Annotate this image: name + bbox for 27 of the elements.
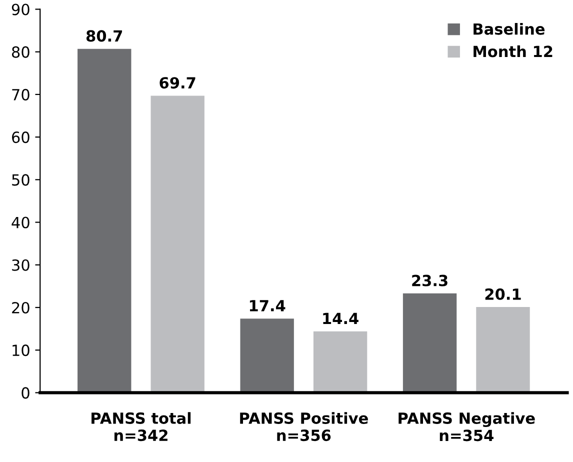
legend-label: Baseline — [474, 22, 545, 35]
y-tick-label: 50 — [12, 174, 30, 186]
data-label: 69.7 — [160, 77, 196, 89]
data-label: 20.1 — [485, 288, 521, 300]
x-tick-label: PANSS total n=342 — [92, 412, 191, 442]
y-tick-label: 90 — [12, 4, 30, 16]
y-tick-label: 10 — [12, 344, 30, 356]
bar — [402, 293, 457, 393]
y-tick-label: 80 — [12, 46, 30, 58]
x-tick-label: PANSS Positive n=356 — [240, 412, 368, 442]
data-label: 80.7 — [86, 30, 122, 42]
y-tick-label: 0 — [22, 387, 30, 399]
bar — [476, 307, 530, 393]
x-tick-label: PANSS Negative n=354 — [398, 412, 535, 442]
data-label: 17.4 — [250, 300, 286, 312]
y-tick-label: 60 — [12, 132, 30, 144]
y-tick-label: 40 — [12, 216, 30, 228]
bar — [78, 48, 132, 393]
y-tick-label: 30 — [12, 259, 30, 271]
bar — [240, 318, 294, 393]
bar — [150, 96, 204, 393]
y-tick-label: 70 — [12, 88, 30, 100]
data-label: 23.3 — [412, 274, 448, 286]
y-tick-label: 20 — [12, 302, 30, 314]
bar — [313, 331, 368, 393]
legend-label: Month 12 — [474, 45, 552, 58]
data-label: 14.4 — [323, 312, 358, 324]
